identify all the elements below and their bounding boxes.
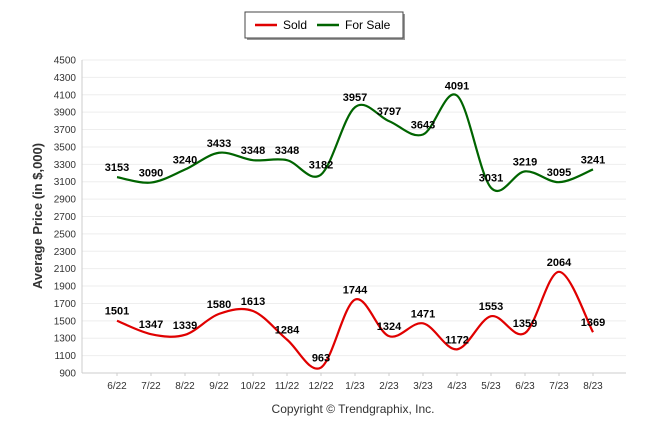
x-axis: 6/22 7/22 8/22 9/22 10/22 11/22 12/22 1/23 2/23 3… (82, 372, 626, 392)
legend-label-for-sale: For Sale (345, 18, 391, 32)
y-tick-label: 4100 (54, 90, 77, 101)
x-tick-label: 10/22 (240, 381, 265, 392)
y-tick-label: 1100 (54, 351, 76, 362)
y-tick-label: 3300 (54, 160, 77, 171)
y-tick-label: 2300 (54, 247, 77, 258)
data-label-for-sale: 3643 (411, 120, 435, 132)
y-tick-label: 4500 (54, 56, 77, 67)
series-line-sold (116, 270, 594, 370)
data-label-sold: 1613 (241, 296, 265, 308)
copyright-text: Copyright © Trendgraphix, Inc. (272, 402, 435, 416)
x-tick-label: 11/22 (275, 381, 300, 392)
data-label-sold: 1339 (173, 320, 197, 332)
x-tick-label: 4/23 (447, 381, 467, 392)
data-label-for-sale: 3182 (309, 160, 333, 172)
data-label-for-sale: 3797 (377, 106, 401, 118)
series-lines (116, 93, 594, 370)
x-tick-label: 12/22 (308, 381, 333, 392)
x-tick-label: 6/23 (515, 381, 535, 392)
legend-label-sold: Sold (283, 18, 307, 32)
x-tick-label: 5/23 (481, 381, 501, 392)
data-label-for-sale: 3219 (513, 156, 537, 168)
data-label-for-sale: 3957 (343, 92, 367, 104)
y-tick-label: 1300 (54, 334, 77, 345)
y-tick-label: 2700 (54, 212, 77, 223)
x-tick-label: 3/23 (413, 381, 433, 392)
x-tick-label: 2/23 (379, 381, 399, 392)
y-axis-title: Average Price (in $,000) (30, 143, 45, 289)
y-tick-label: 2900 (54, 195, 77, 206)
data-label-for-sale: 3433 (207, 138, 231, 150)
data-label-sold: 1359 (513, 318, 537, 330)
y-tick-label: 3700 (54, 125, 77, 136)
x-tick-label: 6/22 (107, 381, 127, 392)
x-tick-label: 1/23 (345, 381, 365, 392)
legend-box (244, 11, 404, 39)
x-tick-label: 7/22 (141, 381, 161, 392)
y-tick-label: 1500 (54, 316, 77, 327)
data-label-for-sale: 3153 (105, 162, 129, 174)
data-label-sold: 1284 (275, 325, 300, 337)
data-label-sold: 2064 (547, 257, 572, 269)
x-tick-label: 8/23 (583, 381, 603, 392)
y-tick-label: 1900 (54, 282, 77, 293)
data-label-for-sale: 3095 (547, 167, 571, 179)
data-label-for-sale: 3348 (275, 145, 299, 157)
data-label-for-sale: 3348 (241, 145, 265, 157)
series-line-for-sale (116, 93, 594, 192)
data-labels: 1501 1347 1339 1580 1613 1284 963 1744 1324 1471 1… (105, 81, 605, 365)
y-tick-label: 1700 (54, 299, 77, 310)
y-tick-label: 2500 (54, 229, 77, 240)
data-label-sold: 1324 (377, 321, 402, 333)
data-label-sold: 963 (312, 353, 330, 365)
data-label-sold: 1744 (343, 285, 368, 297)
data-label-sold: 1471 (411, 308, 435, 320)
y-tick-label: 3900 (54, 108, 77, 119)
x-tick-label: 7/23 (549, 381, 569, 392)
grid-lines (82, 59, 626, 374)
data-label-sold: 1172 (445, 334, 469, 346)
y-tick-label: 3100 (54, 177, 77, 188)
data-label-for-sale: 4091 (445, 81, 469, 93)
y-tick-label: 3500 (54, 142, 77, 153)
y-axis: 900 1100 1300 1500 1700 1900 2100 2300 2500 2700 2… (54, 56, 83, 380)
data-label-sold: 1553 (479, 301, 503, 313)
data-label-sold: 1501 (105, 306, 129, 318)
y-tick-label: 4300 (54, 73, 77, 84)
data-label-for-sale: 3241 (581, 154, 605, 166)
y-tick-label: 900 (59, 369, 76, 380)
legend: Sold For Sale (244, 11, 405, 40)
data-label-for-sale: 3031 (479, 173, 503, 185)
data-label-for-sale: 3240 (173, 155, 197, 167)
x-tick-label: 8/22 (175, 381, 195, 392)
data-label-sold: 1580 (207, 299, 231, 311)
x-tick-label: 9/22 (209, 381, 229, 392)
data-label-sold: 1347 (139, 319, 163, 331)
data-label-sold: 1369 (581, 317, 605, 329)
data-label-for-sale: 3090 (139, 168, 163, 180)
y-tick-label: 2100 (54, 264, 77, 275)
